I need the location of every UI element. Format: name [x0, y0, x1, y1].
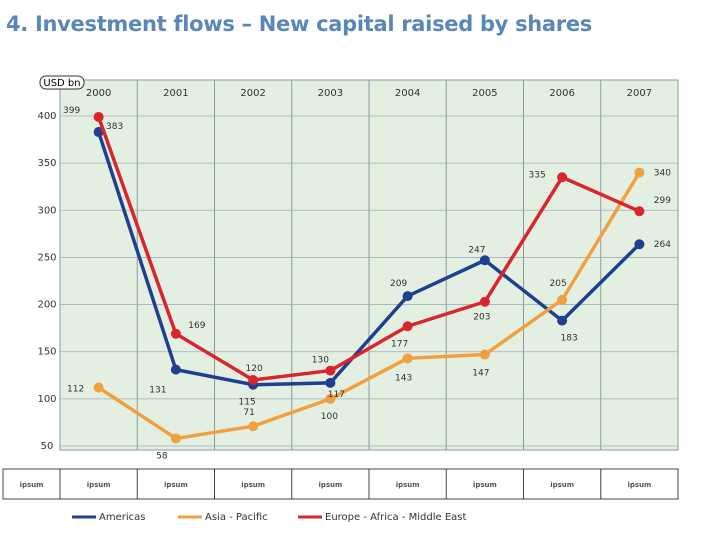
footer-cell: ipsum [164, 481, 188, 489]
data-label: 117 [328, 390, 345, 400]
data-point [248, 421, 259, 432]
data-point [634, 239, 645, 250]
data-label: 143 [395, 373, 412, 383]
legend-label: Americas [99, 512, 145, 523]
data-point [402, 353, 413, 364]
data-label: 100 [321, 412, 338, 422]
data-label: 205 [550, 279, 567, 289]
data-point [170, 433, 181, 444]
data-label: 183 [561, 334, 578, 344]
y-tick-label: 400 [37, 111, 56, 122]
data-label: 177 [391, 339, 408, 349]
axes: 50 100 150 200 250 300 350 400 2000 2001 2002 2003 2… [37, 88, 652, 452]
data-point [479, 296, 490, 307]
data-label: 203 [473, 313, 490, 323]
legend: Americas Asia - Pacific Europe - Africa - … [72, 512, 466, 523]
data-label: 335 [529, 170, 546, 180]
data-point [325, 393, 336, 404]
data-point [402, 291, 413, 302]
y-tick-label: 50 [41, 441, 54, 452]
data-point [170, 364, 181, 375]
y-tick-label: 150 [37, 347, 56, 358]
data-label: 71 [243, 408, 254, 418]
data-point [248, 375, 259, 385]
footer-cell: ipsum [396, 481, 420, 489]
data-point [325, 365, 336, 376]
page-title: 4. Investment flows – New capital raised… [6, 12, 593, 36]
data-label: 247 [468, 245, 485, 255]
x-tick-label-2004: 2004 [395, 88, 420, 99]
data-labels: 383 131 115 117 209 247 183 264 112 58 71 100 143 147… [63, 106, 671, 462]
footer-cell: ipsum [627, 481, 651, 489]
y-tick-label: 350 [37, 158, 56, 169]
series-line-europe-africa-middle-east [96, 116, 641, 382]
x-tick-label-2001: 2001 [163, 88, 188, 99]
data-label: 147 [472, 369, 489, 379]
y-axis-unit: USD bn [43, 78, 80, 89]
unit-box [39, 75, 85, 90]
y-tick-label: 100 [37, 394, 56, 405]
y-tick-label: 200 [37, 300, 56, 311]
data-point [170, 328, 181, 339]
data-point [557, 294, 568, 305]
footer-row: ipsum ipsum ipsum ipsum ipsum ipsum ipsum ipsum… [2, 468, 679, 500]
data-label: 209 [390, 279, 407, 289]
data-label: 299 [654, 196, 671, 206]
footer-cell: ipsum [20, 481, 44, 489]
x-tick-label-2002: 2002 [240, 88, 265, 99]
data-label: 58 [156, 451, 168, 461]
data-label: 383 [106, 122, 123, 132]
data-label: 115 [239, 398, 256, 408]
data-point [634, 206, 645, 217]
x-tick-label-2005: 2005 [472, 88, 497, 99]
data-label: 169 [188, 321, 205, 331]
footer-cell: ipsum [87, 481, 111, 489]
data-label: 340 [654, 169, 671, 179]
footer-cell: ipsum [241, 481, 265, 489]
gridlines [60, 80, 678, 450]
x-tick-label-2007: 2007 [627, 88, 652, 99]
series-line-asia-pacific [97, 171, 641, 441]
footer-table [2, 468, 679, 500]
data-label: 131 [149, 386, 166, 396]
data-point [557, 172, 568, 183]
y-tick-label: 250 [37, 252, 56, 263]
footer-cell: ipsum [318, 481, 342, 489]
y-tick-label: 300 [37, 205, 56, 216]
data-point [93, 127, 104, 138]
data-point [557, 315, 568, 326]
x-tick-label-2006: 2006 [549, 88, 574, 99]
footer-cell: ipsum [550, 481, 574, 489]
data-point [402, 321, 413, 332]
data-point [479, 349, 490, 360]
legend-label: Europe - Africa - Middle East [325, 512, 466, 523]
series-lines [93, 111, 645, 444]
data-label: 112 [67, 385, 84, 395]
legend-label: Asia - Pacific [205, 512, 268, 523]
data-label: 399 [63, 106, 80, 116]
footer-cell: ipsum [473, 481, 497, 489]
data-point [479, 255, 490, 266]
x-tick-label-2000: 2000 [86, 88, 111, 99]
data-point [93, 111, 104, 122]
data-label: 120 [246, 364, 263, 374]
data-point [93, 382, 104, 393]
x-tick-label-2003: 2003 [318, 88, 343, 99]
data-label: 130 [312, 356, 329, 366]
data-point [325, 377, 336, 388]
data-point [634, 167, 645, 178]
data-label: 264 [654, 240, 671, 250]
